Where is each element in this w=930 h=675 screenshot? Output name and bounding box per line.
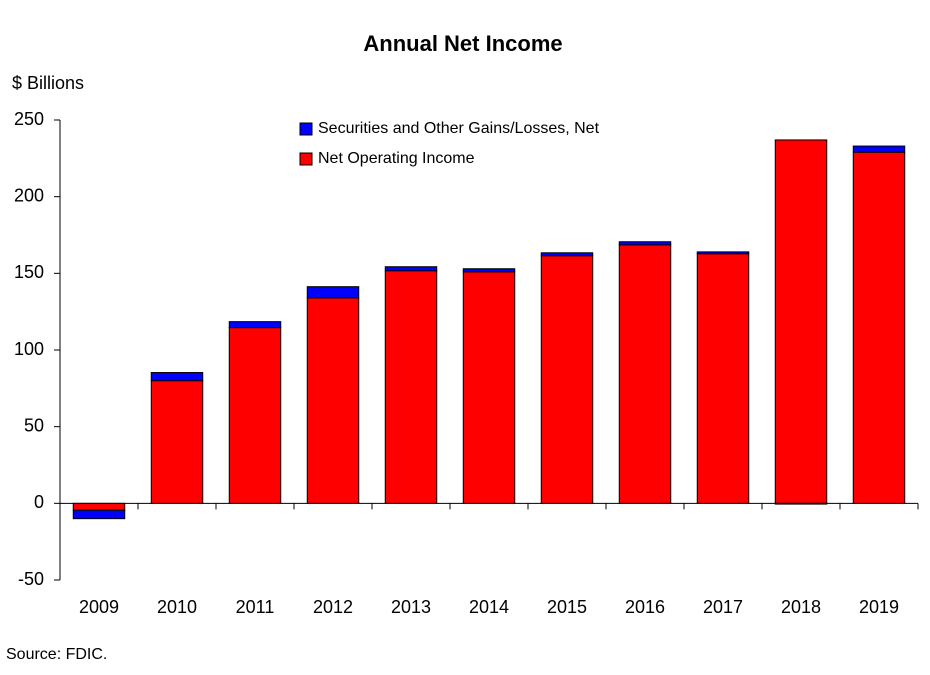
bar-segment — [618, 241, 672, 246]
bar-segment — [150, 380, 204, 504]
bar-segment — [696, 253, 750, 504]
bar-segment — [540, 252, 594, 257]
x-tick-label: 2010 — [157, 597, 197, 617]
bar-segment — [462, 268, 516, 273]
bar-segment — [774, 502, 828, 505]
y-tick-label: -50 — [18, 569, 44, 589]
x-tick-label: 2013 — [391, 597, 431, 617]
x-tick-label: 2018 — [781, 597, 821, 617]
bar-segment — [306, 286, 360, 299]
chart-title: Annual Net Income — [363, 31, 562, 56]
source-note: Source: FDIC. — [6, 646, 107, 663]
bar-segment — [696, 251, 750, 255]
bar-segment — [72, 509, 126, 520]
bar-segment — [306, 297, 360, 504]
legend-label: Net Operating Income — [318, 150, 475, 167]
bar-segment — [774, 139, 828, 504]
bar-segment — [852, 151, 906, 504]
y-tick-label: 100 — [14, 339, 44, 359]
legend-swatch — [299, 152, 313, 166]
bar-segment — [618, 244, 672, 504]
bar-segment — [540, 255, 594, 504]
bar-segment — [228, 321, 282, 329]
y-tick-label: 250 — [14, 109, 44, 129]
y-tick-label: 0 — [34, 492, 44, 512]
y-tick-label: 50 — [24, 415, 44, 435]
x-tick-label: 2011 — [236, 597, 275, 617]
x-tick-label: 2015 — [547, 597, 587, 617]
bar-segment — [384, 266, 438, 272]
bar-segment — [852, 145, 906, 153]
x-tick-label: 2019 — [859, 597, 899, 617]
bar-segment — [72, 502, 126, 511]
legend-swatch — [299, 122, 313, 136]
x-tick-label: 2012 — [313, 597, 353, 617]
bar-segment — [384, 270, 438, 504]
bar-segment — [228, 327, 282, 504]
y-tick-label: 150 — [14, 262, 44, 282]
bar-segment — [462, 271, 516, 504]
x-tick-label: 2016 — [625, 597, 665, 617]
bar-segment — [150, 372, 204, 382]
y-tick-label: 200 — [14, 185, 44, 205]
x-tick-label: 2014 — [469, 597, 509, 617]
y-axis-label: $ Billions — [12, 73, 84, 93]
x-tick-label: 2009 — [79, 597, 119, 617]
legend-label: Securities and Other Gains/Losses, Net — [318, 120, 600, 137]
x-tick-label: 2017 — [703, 597, 743, 617]
